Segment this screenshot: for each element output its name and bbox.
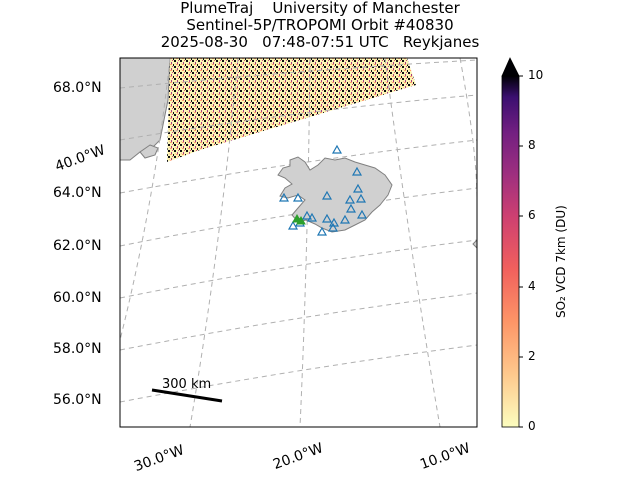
colorbar-tick-8: 8: [528, 138, 536, 152]
station-marker: [278, 192, 290, 202]
station-marker: [345, 203, 357, 213]
colorbar-tick-marks: [519, 75, 523, 428]
lat-label-56n: 56.0°N: [53, 392, 102, 408]
lat-label-62n: 62.0°N: [53, 238, 102, 254]
station-marker: [356, 209, 368, 219]
colorbar-tick-2: 2: [528, 349, 536, 363]
parallel-58n: [120, 292, 477, 351]
title-line-1: PlumeTraj University of Manchester: [180, 0, 460, 17]
title-line-2: Sentinel-5P/TROPOMI Orbit #40830: [186, 16, 454, 34]
colorbar-extend-arrow: [501, 57, 520, 77]
station-marker: [352, 183, 364, 193]
station-marker: [331, 144, 343, 154]
station-marker: [292, 192, 304, 202]
meridian-10w: [384, 58, 441, 427]
lat-label-64n: 64.0°N: [53, 185, 102, 201]
station-marker: [355, 193, 367, 203]
so2-swath: [167, 58, 416, 162]
lat-label-60n: 60.0°N: [53, 290, 102, 306]
station-marker: [339, 214, 351, 224]
colorbar-label: SO₂ VCD 7km (DU): [554, 205, 568, 318]
scale-bar: [151, 388, 223, 403]
map-frame: [119, 57, 478, 428]
vent-marker: [296, 215, 306, 225]
station-marker: [287, 220, 299, 230]
station-marker: [351, 166, 363, 176]
greenland-coast-edge: [139, 144, 159, 159]
station-marker: [301, 210, 313, 220]
vent-markers: [292, 213, 306, 225]
colorbar-tick-6: 6: [528, 208, 536, 222]
lat-label-68n: 68.0°N: [53, 80, 102, 96]
colorbar-tick-4: 4: [528, 279, 536, 293]
title-line-3: 2025-08-30 07:48-07:51 UTC Reykjanes: [160, 33, 480, 51]
station-marker: [316, 226, 328, 236]
colorbar: [501, 75, 520, 428]
meridian-40w: [120, 58, 171, 341]
station-markers: [278, 144, 368, 236]
station-marker: [344, 194, 356, 204]
station-marker: [321, 213, 333, 223]
parallel-68n: [120, 59, 477, 89]
scale-bar-label: 300 km: [162, 377, 212, 392]
station-marker: [321, 190, 333, 200]
lat-label-58n: 58.0°N: [53, 341, 102, 357]
colorbar-tick-0: 0: [528, 419, 536, 433]
greenland-land: [120, 58, 171, 161]
meridian-30w: [189, 58, 239, 427]
station-marker: [327, 222, 339, 232]
parallel-66n: [120, 94, 477, 141]
meridian-0: [459, 58, 477, 201]
station-marker: [306, 212, 318, 222]
faroe-land: [472, 239, 477, 249]
parallel-60n: [120, 239, 477, 299]
colorbar-tick-10: 10: [528, 68, 544, 82]
